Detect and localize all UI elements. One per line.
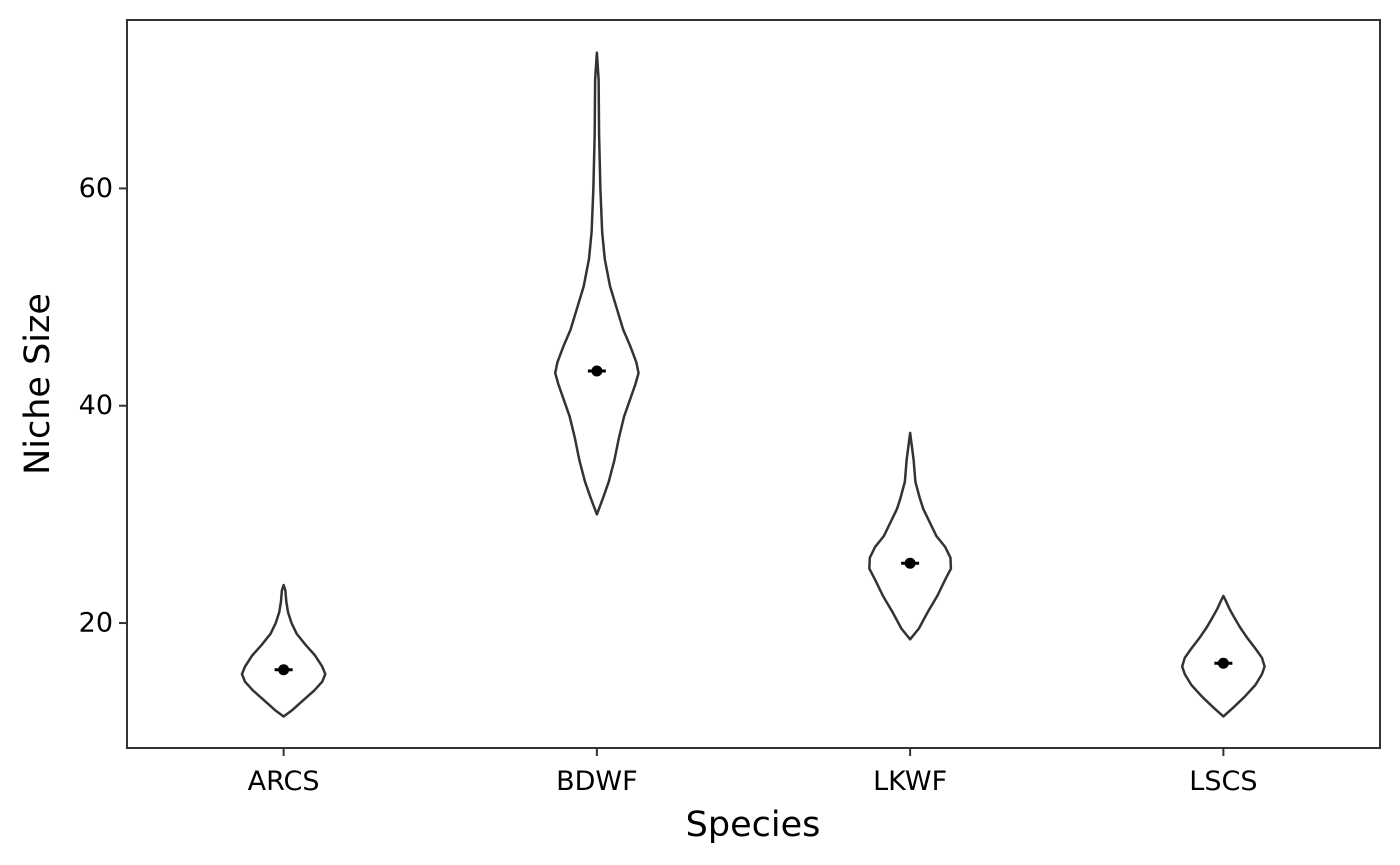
violin-lscs — [1180, 594, 1266, 718]
y-tick-label: 20 — [79, 608, 113, 639]
mean-point-lkwf — [904, 557, 916, 569]
x-tick-label: ARCS — [248, 766, 320, 797]
violin-bdwf — [553, 51, 640, 516]
x-axis-title: Species — [686, 805, 821, 845]
x-axis: ARCS BDWF LKWF LSCS — [248, 748, 1257, 797]
mean-point-layer — [274, 365, 1233, 676]
y-tick-label: 40 — [79, 390, 113, 421]
mean-point-lscs — [1217, 657, 1229, 669]
mean-point-arcs — [278, 664, 290, 676]
mean-point-bdwf — [591, 365, 603, 377]
y-axis: 20 40 60 — [79, 173, 127, 639]
panel-border — [126, 19, 1381, 749]
violin-arcs — [240, 583, 327, 718]
y-axis-title: Niche Size — [18, 293, 58, 475]
x-tick-label: LSCS — [1189, 766, 1257, 797]
y-tick-label: 60 — [79, 173, 113, 204]
violin-lkwf — [868, 431, 953, 641]
x-tick-label: BDWF — [556, 766, 638, 797]
violin-layer — [240, 51, 1266, 718]
x-tick-label: LKWF — [873, 766, 947, 797]
